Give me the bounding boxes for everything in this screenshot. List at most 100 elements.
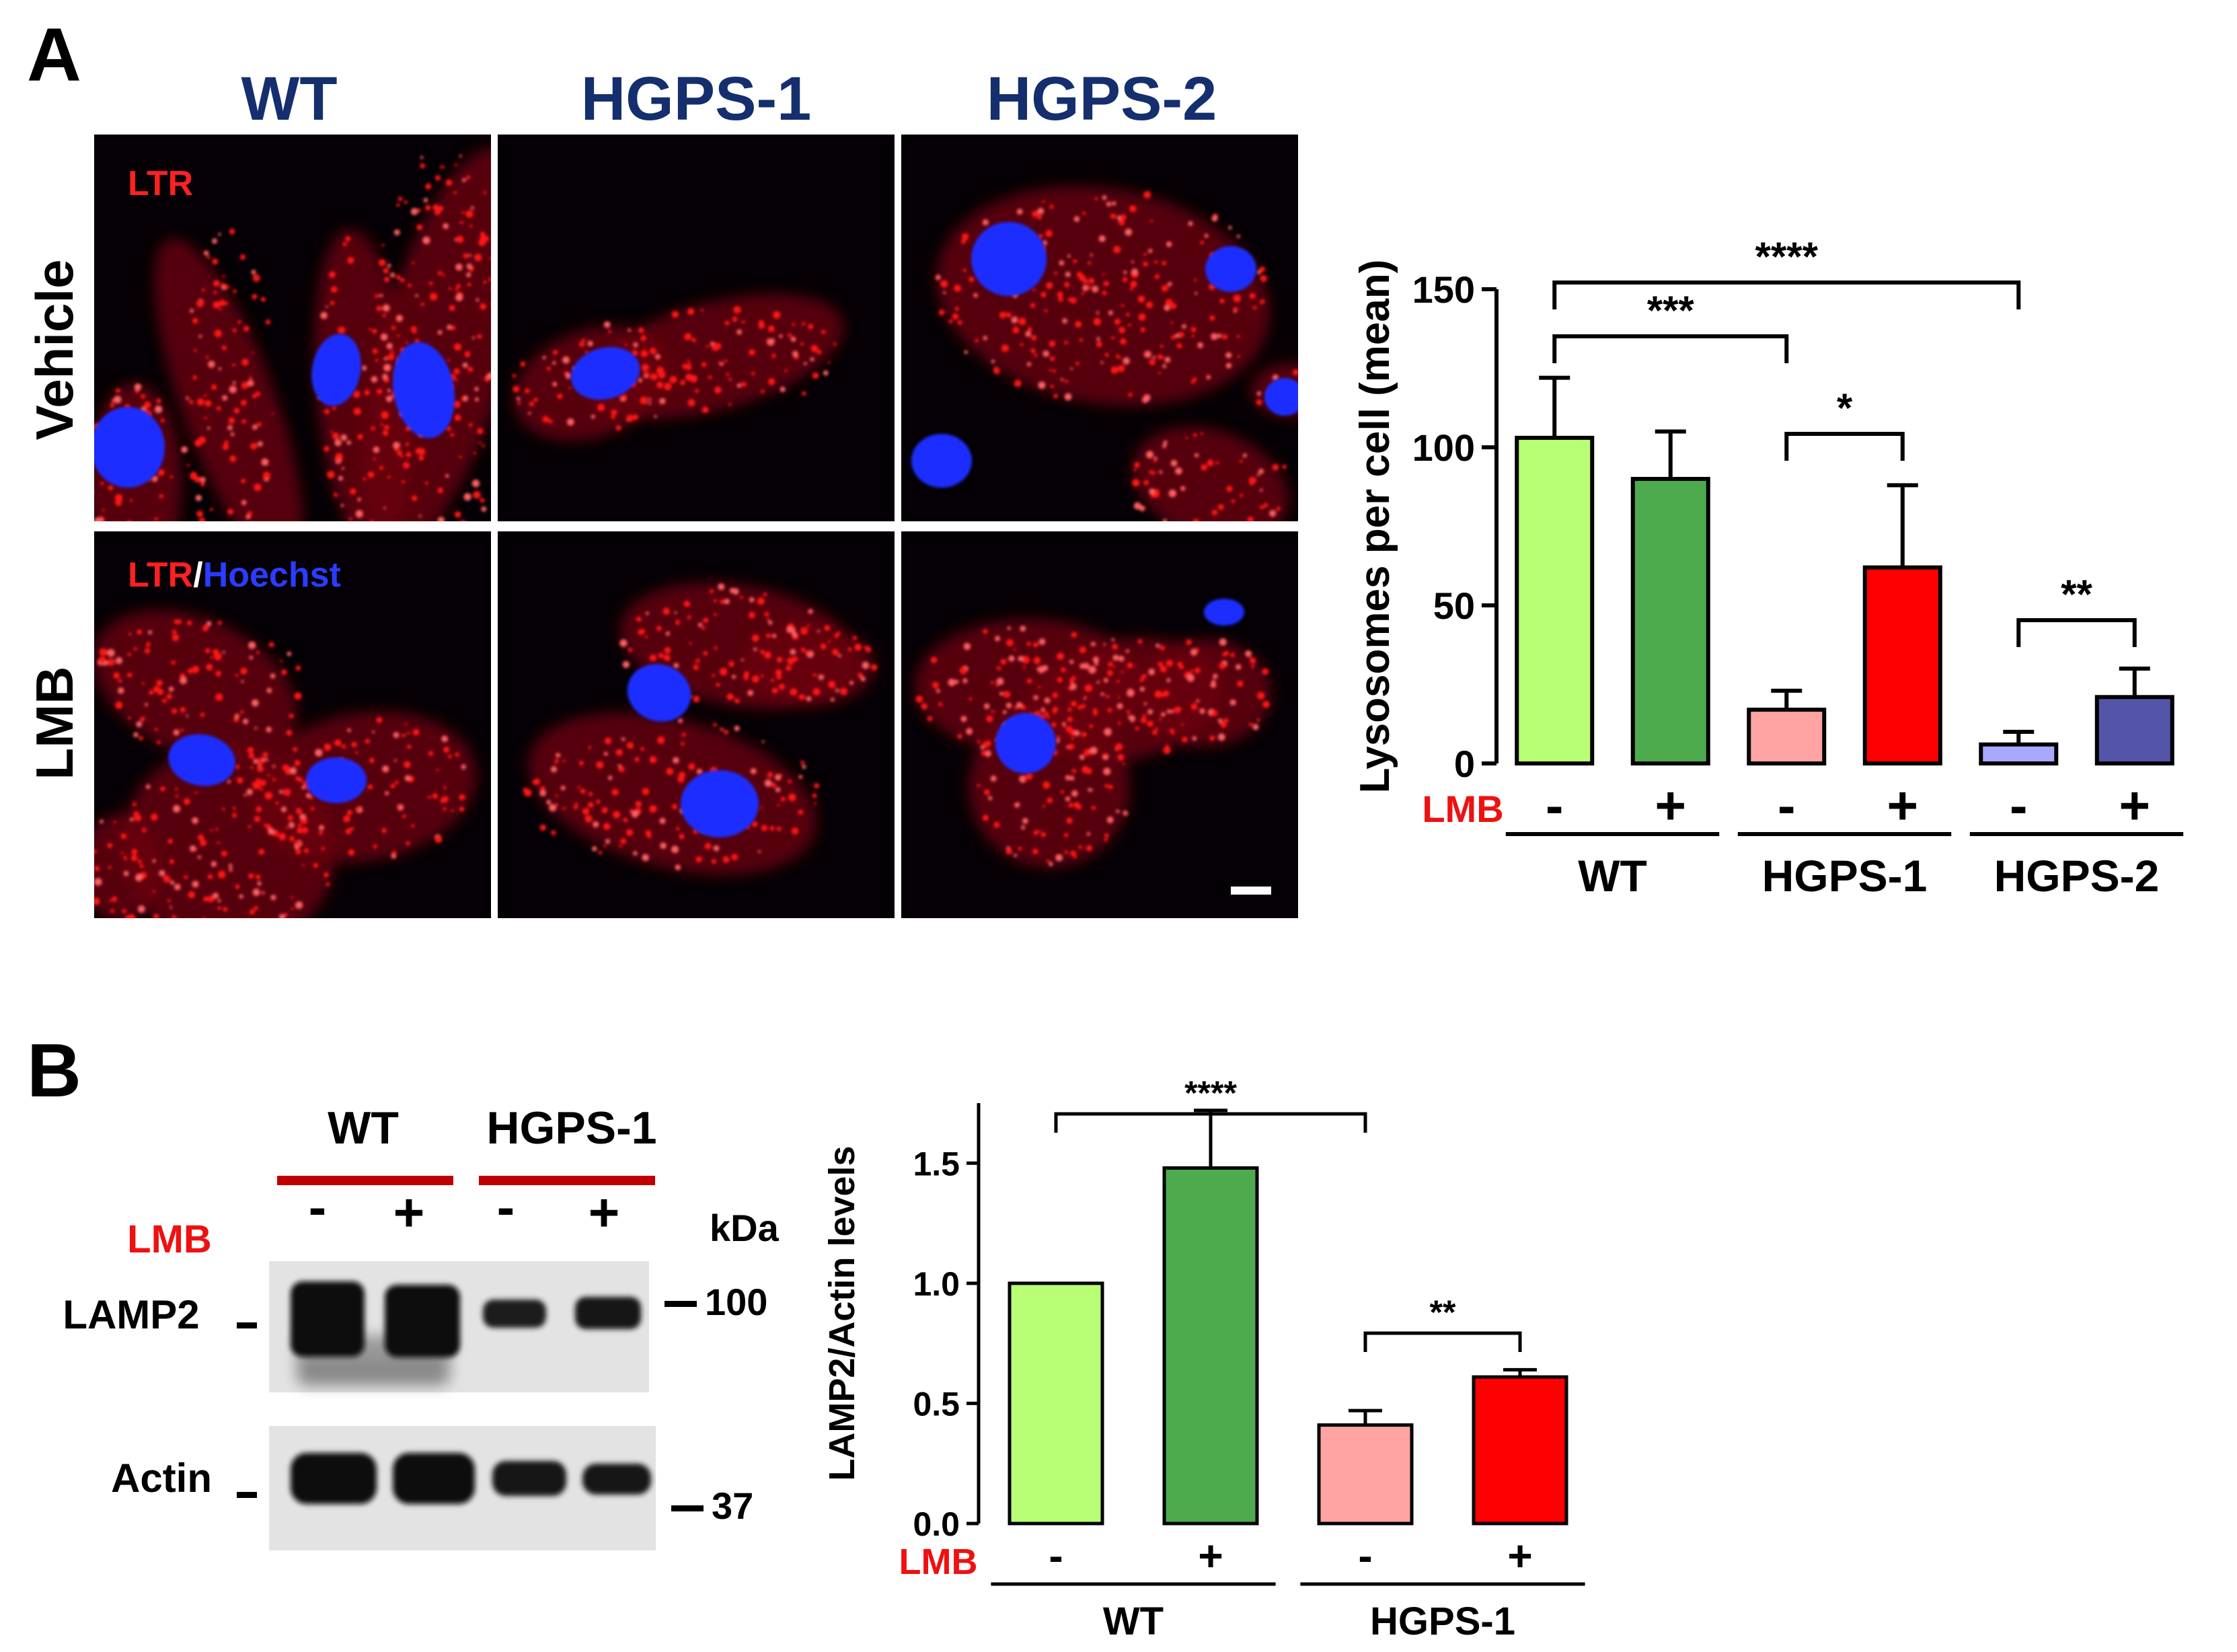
lysosome-dot [773,311,781,319]
lysosome-dot [153,685,160,693]
lysosome-dot [86,489,93,496]
lysosome-dot [252,889,260,896]
lysosome-dot [1199,708,1205,714]
lysosome-dot [964,350,969,354]
lysosome-dot [242,718,249,724]
lysosome-dot [295,849,301,855]
lysosome-dot [87,876,91,880]
lysosome-dot [221,345,227,350]
lysosome-dot [169,906,172,909]
lysosome-dot [1140,327,1145,333]
lysosome-dot [144,401,151,409]
lysosome-dot [346,440,351,445]
blot-title-hgps1: HGPS-1 [486,1102,656,1154]
lysosome-dot [1142,714,1147,718]
lysosome-dot [1014,802,1020,808]
lysosome-dot [285,769,291,775]
lysosome-dot [295,901,303,909]
lysosome-dot [234,714,239,719]
lysosome-dot [1093,317,1101,326]
lysosome-dot [364,389,370,396]
lysosome-dot [1160,665,1167,673]
lysosome-dot [235,884,240,889]
lysosome-dot [1138,313,1146,321]
lysosome-dot [921,703,927,710]
lysosome-dot [1121,214,1127,221]
lysosome-dot [581,338,586,342]
lysosome-dot [246,788,253,796]
lysosome-dot [194,791,198,794]
lysosome-dot [1110,213,1116,219]
x-tick-label: + [1198,1532,1223,1580]
lysosome-dot [984,703,990,710]
lysosome-dot [1177,661,1183,667]
lysosome-dot [148,630,153,635]
lysosome-dot [94,517,102,521]
lysosome-dot [114,494,123,502]
lysosome-dot [229,455,237,462]
lysosome-dot [459,794,465,800]
lysosome-dot [406,451,412,457]
lysosome-dot [1031,211,1038,218]
lysosome-dot [132,802,137,806]
lysosome-dot [596,799,601,804]
lysosome-dot [1147,720,1153,727]
lysosome-dot [466,263,472,269]
lysosome-dot [266,687,272,693]
lysosome-dot [196,511,204,517]
group-label: WT [1103,1600,1164,1643]
lysosome-dot [788,793,796,802]
lysosome-dot [118,687,124,694]
lysosome-dot [849,681,854,685]
western-blot [269,1261,656,1550]
lysosome-dot [252,424,258,430]
lysosome-dot [860,676,866,681]
lysosome-dot [251,699,259,707]
lysosome-dot [115,656,123,665]
lysosome-dot [432,204,439,211]
lysosome-dot [1118,219,1125,226]
lysosome-dot [248,753,255,759]
blot-lane-sign-1: - [309,1177,327,1237]
lysosome-dot [387,476,391,479]
lysosome-dot [315,749,323,757]
lysosome-dot [617,764,621,767]
lysosome-dot [321,846,325,851]
lysosome-dot [714,613,717,616]
lysosome-dot [704,843,712,850]
lysosome-dot [593,821,599,828]
lysosome-dot [480,231,486,237]
lysosome-dot [1217,333,1222,338]
lysosome-dot [1158,371,1161,375]
lysosome-dot [1143,191,1151,199]
lysosome-dot [186,396,189,400]
lysosome-dot [741,320,745,324]
lysosome-dot [450,433,455,437]
lysosome-dot [791,827,799,835]
lysosome-dot [194,476,201,483]
lysosome-dot [1168,489,1176,498]
lysosome-dot [480,498,485,503]
significance-bracket [1363,1331,1522,1352]
lysosome-dot [218,367,222,371]
lysosome-dot [254,726,258,730]
nucleus [1205,246,1256,292]
lysosome-dot [962,678,968,683]
lysosome-dot [454,511,461,518]
lysosome-dot [982,741,989,749]
lysosome-dot [247,379,254,387]
lysosome-dot [548,419,553,424]
lysosome-dot [259,780,266,786]
lysosome-dot [960,716,967,722]
y-axis-label: LAMP2/Actin levels [822,1146,862,1480]
lysosome-dot [1165,299,1173,307]
marker-tick-100 [665,1301,697,1307]
lysosome-dot [749,349,755,356]
lysosome-dot [649,755,657,763]
lysosome-dot [462,178,466,182]
lysosome-dot [1206,375,1211,379]
lysosome-dot [305,792,311,798]
lysosome-dot [376,305,382,311]
lysosome-dot [232,381,236,385]
lysosome-dot [278,913,285,918]
